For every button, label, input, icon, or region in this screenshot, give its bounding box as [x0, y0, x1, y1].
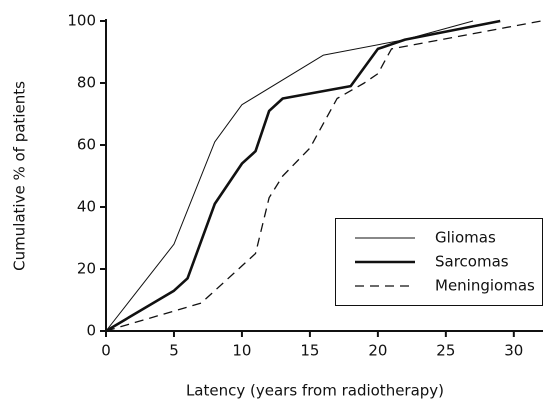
x-tick-label: 15	[300, 342, 319, 360]
y-tick-label: 60	[77, 136, 96, 154]
legend-label: Meningiomas	[435, 277, 535, 295]
x-tick-label: 25	[436, 342, 455, 360]
y-tick-label: 40	[77, 198, 96, 216]
x-tick-label: 20	[368, 342, 387, 360]
series-line	[105, 20, 542, 332]
series-line	[105, 19, 501, 333]
x-tick-label: 30	[504, 342, 523, 360]
y-tick-label: 80	[77, 74, 96, 92]
y-tick-label: 0	[86, 322, 96, 340]
y-tick-label: 20	[77, 260, 96, 278]
x-axis-label: Latency (years from radiotherapy)	[186, 382, 444, 400]
y-tick-label: 100	[67, 12, 96, 30]
legend-label: Sarcomas	[435, 253, 509, 271]
legend-label: Gliomas	[435, 229, 496, 247]
x-tick-label: 0	[101, 342, 111, 360]
y-axis-label: Cumulative % of patients	[11, 81, 29, 271]
x-tick-label: 5	[169, 342, 179, 360]
x-tick-label: 10	[232, 342, 251, 360]
